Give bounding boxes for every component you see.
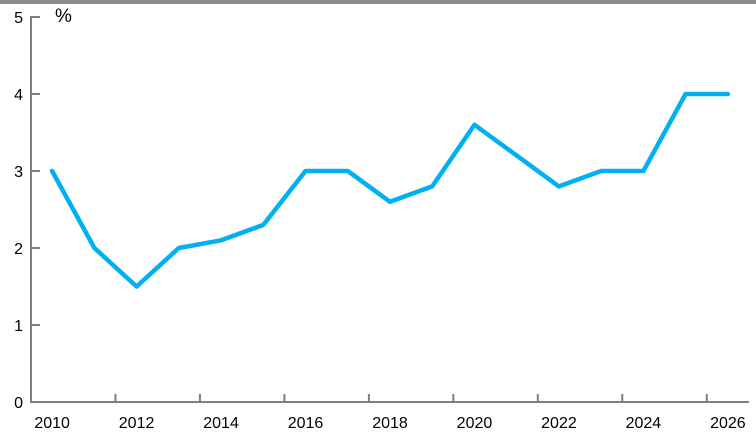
- y-tick-label: 2: [14, 241, 23, 258]
- x-tick-label: 2026: [710, 415, 746, 432]
- x-tick-label: 2014: [203, 415, 239, 432]
- y-tick-label: 3: [14, 164, 23, 181]
- x-tick-label: 2024: [626, 415, 662, 432]
- data-series-line: [49, 91, 731, 289]
- y-axis-unit-label: %: [55, 6, 73, 27]
- x-tick-label: 2016: [288, 415, 324, 432]
- x-tick-label: 2012: [119, 415, 155, 432]
- x-tick-label: 2020: [457, 415, 493, 432]
- y-tick-label: 5: [14, 10, 23, 27]
- y-tick-label: 4: [14, 87, 23, 104]
- y-tick-label: 1: [14, 318, 23, 335]
- x-tick-label: 2018: [372, 415, 408, 432]
- x-tick-label: 2022: [541, 415, 577, 432]
- window-top-border: [0, 0, 756, 4]
- y-tick-label: 0: [14, 395, 23, 412]
- x-tick-label: 2010: [34, 415, 70, 432]
